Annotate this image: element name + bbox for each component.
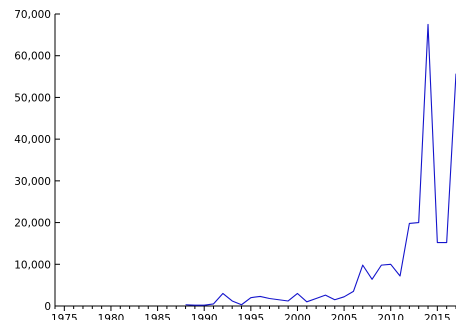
x-tick-label: 1985: [144, 313, 171, 320]
series-group: [185, 23, 456, 306]
x-tick-label: 2005: [331, 313, 358, 320]
y-tick-label: 20,000: [14, 218, 51, 230]
x-tick-label: 2000: [284, 313, 311, 320]
x-tick-label: 1995: [237, 313, 264, 320]
y-tick-label: 60,000: [14, 51, 51, 63]
y-tick-label: 30,000: [14, 176, 51, 188]
series-line-0: [185, 23, 456, 306]
x-tick-label: 1990: [191, 313, 218, 320]
plot-area: [54, 14, 456, 307]
x-tick-label: 2010: [377, 313, 404, 320]
y-tick-label: 0: [44, 301, 51, 313]
y-tick-label: 50,000: [14, 92, 51, 104]
y-tick-label: 10,000: [14, 259, 51, 271]
x-tick-label: 1975: [51, 313, 78, 320]
x-tick-label: 1980: [98, 313, 125, 320]
x-axis: 1975 1980 1985 1990 1995 2000 2005 2010 2015: [51, 306, 456, 320]
y-axis: 0 10,000 20,000 30,000 40,000 50,000 60,000 70,…: [14, 9, 60, 313]
x-tick-label: 2015: [424, 313, 451, 320]
y-tick-label: 70,000: [14, 9, 51, 21]
y-tick-label: 40,000: [14, 134, 51, 146]
